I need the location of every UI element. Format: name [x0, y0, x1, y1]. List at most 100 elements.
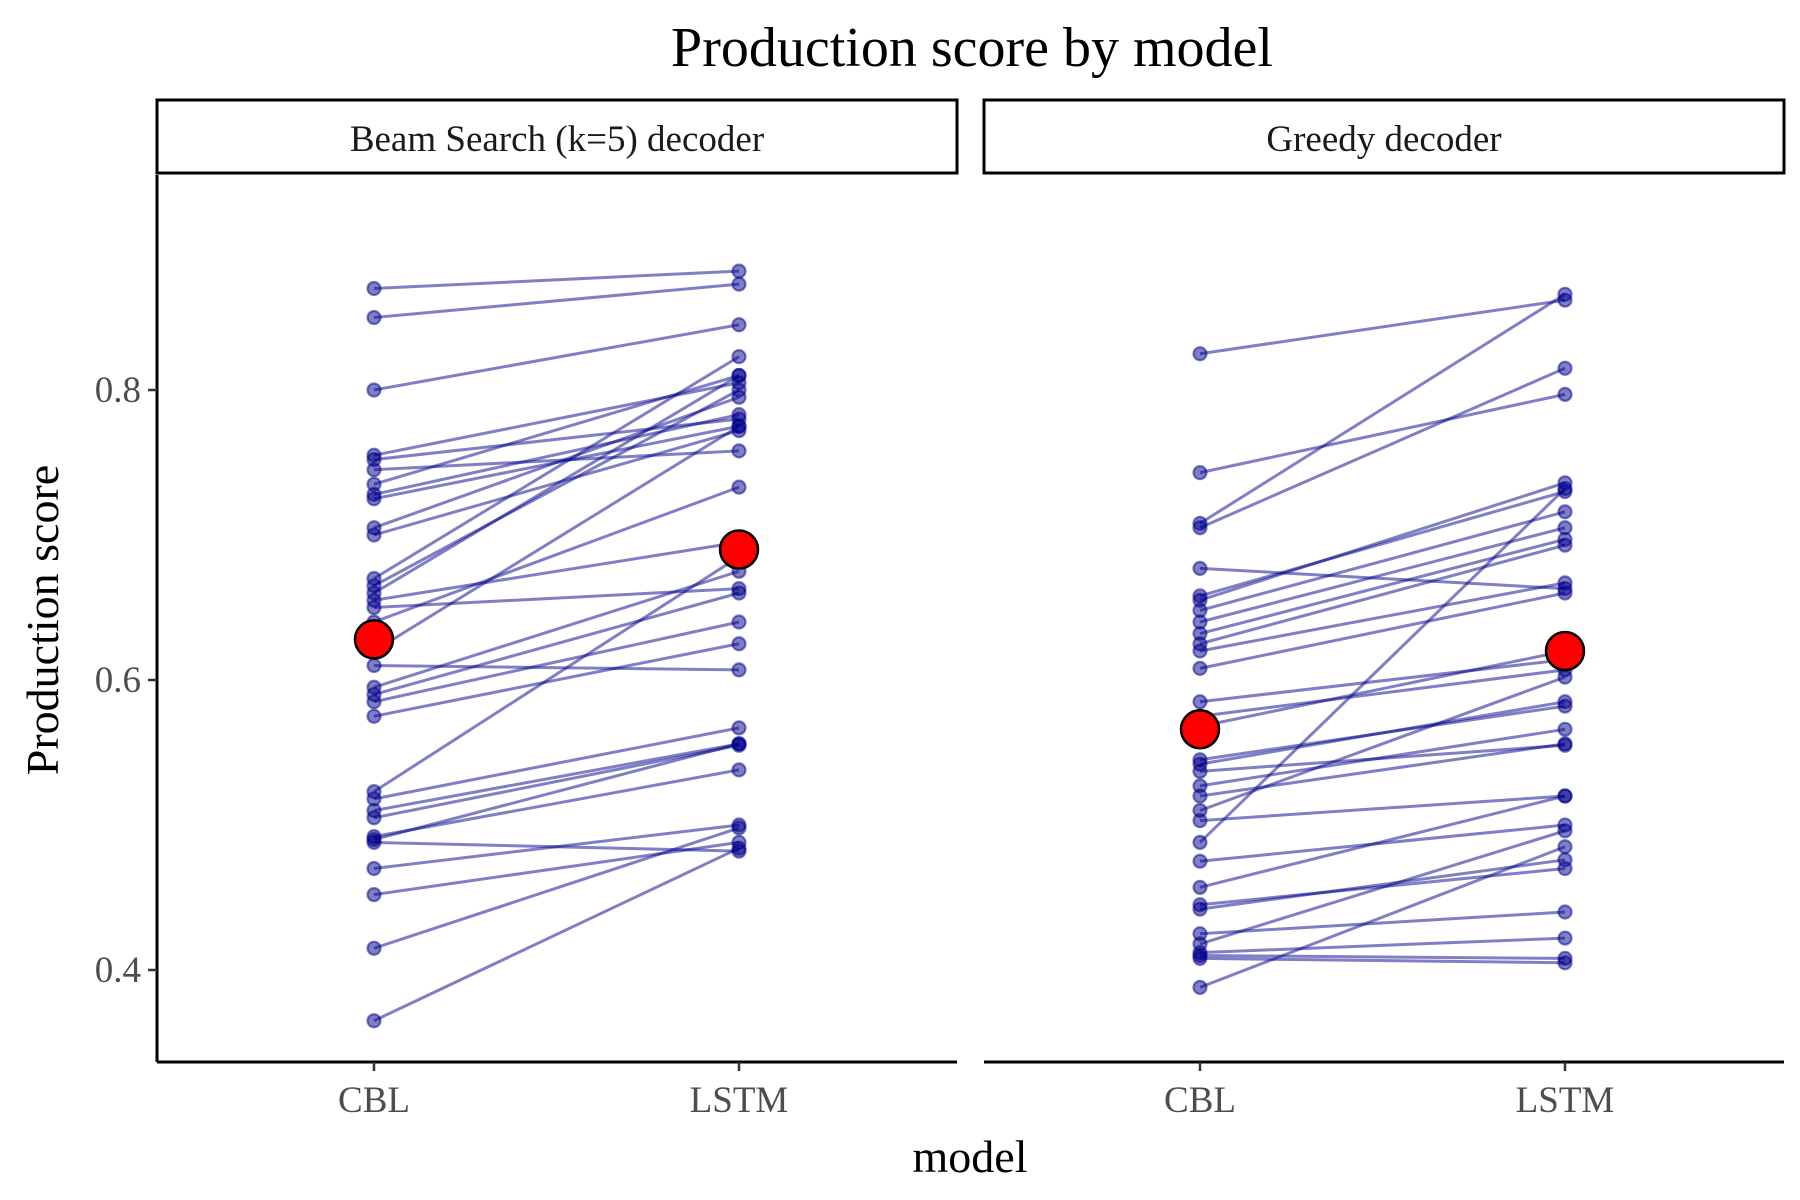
pair-line — [373, 388, 740, 588]
data-point — [366, 860, 382, 877]
facet-strip — [155, 98, 959, 175]
data-point — [366, 280, 382, 297]
data-point — [366, 834, 382, 851]
data-point — [366, 657, 382, 674]
pair-line — [1199, 293, 1566, 525]
data-point — [366, 1013, 382, 1029]
pair-line — [373, 826, 740, 950]
data-point — [731, 736, 747, 752]
pair-line — [373, 355, 740, 580]
data-point — [1192, 901, 1208, 917]
data-point — [731, 614, 747, 630]
pair-line — [1199, 366, 1566, 530]
mean-point — [1544, 630, 1586, 672]
data-point — [1192, 763, 1208, 779]
pair-line — [373, 620, 740, 704]
mean-point — [718, 529, 760, 570]
pair-line — [373, 413, 740, 496]
y-tick-label: 0.4 — [95, 950, 141, 991]
pair-line — [373, 591, 740, 696]
data-point — [731, 479, 747, 495]
facet-strip-label: Greedy decoder — [1266, 119, 1501, 160]
data-point — [1557, 852, 1573, 868]
data-point — [366, 382, 382, 398]
pair-line — [373, 742, 740, 841]
pair-line — [373, 282, 740, 319]
data-point — [1557, 481, 1573, 497]
data-point — [1557, 386, 1573, 402]
pair-line — [1199, 668, 1566, 718]
data-point — [366, 940, 382, 956]
data-point — [1192, 979, 1208, 996]
facet-panel: Beam Search (k=5) decoder 0.4 0.6 0.8 CBL LST… — [95, 98, 959, 1121]
pair-line — [1199, 566, 1566, 591]
data-point — [366, 694, 382, 710]
facet-strip — [982, 98, 1786, 175]
data-point — [731, 840, 747, 856]
data-point — [1192, 950, 1208, 967]
data-point — [366, 810, 382, 826]
pair-line — [1199, 675, 1566, 812]
pair-line — [373, 323, 740, 392]
pair-line — [373, 555, 740, 793]
x-tick-label: CBL — [1164, 1080, 1236, 1121]
data-point — [1557, 360, 1573, 376]
data-point — [366, 462, 382, 478]
pair-line — [1199, 537, 1566, 636]
pair-line — [1199, 954, 1566, 960]
data-point — [731, 443, 747, 459]
data-point — [1557, 694, 1573, 710]
data-point — [1557, 930, 1573, 946]
y-tick-label: 0.6 — [95, 660, 141, 701]
data-point — [1557, 537, 1573, 553]
pair-line — [1199, 794, 1566, 823]
pair-line — [1199, 910, 1566, 936]
pair-line — [1199, 543, 1566, 646]
facet-panels: Beam Search (k=5) decoder 0.4 0.6 0.8 CBL LST… — [95, 98, 1786, 1121]
pair-line — [1199, 700, 1566, 766]
data-point — [366, 708, 382, 724]
data-point — [731, 367, 747, 384]
facet-panel: Greedy decoder CBL LSTM — [982, 98, 1786, 1121]
pair-line — [373, 417, 740, 462]
data-point — [731, 317, 747, 333]
data-point — [1557, 504, 1573, 520]
data-point — [731, 418, 747, 434]
pair-line — [373, 395, 740, 530]
pair-line — [373, 485, 740, 624]
data-point — [1192, 560, 1208, 576]
pair-line — [1199, 829, 1566, 946]
pair-line — [1199, 481, 1566, 602]
data-point — [1557, 286, 1573, 302]
pair-line — [1199, 858, 1566, 911]
pair-line — [373, 540, 740, 602]
data-point — [1192, 879, 1208, 895]
pair-line — [373, 269, 740, 290]
pair-line — [373, 743, 740, 820]
data-point — [731, 820, 747, 836]
pair-line — [1199, 392, 1566, 475]
data-point — [731, 382, 747, 398]
data-point — [731, 349, 747, 365]
pair-line — [373, 823, 740, 870]
mean-point — [353, 619, 395, 660]
data-point — [1557, 585, 1573, 601]
mean-point — [1179, 709, 1221, 750]
pair-line — [1199, 490, 1566, 598]
data-point — [1557, 736, 1573, 752]
data-point — [1192, 853, 1208, 869]
data-point — [731, 263, 747, 279]
data-point — [1192, 694, 1208, 710]
pair-line — [1199, 298, 1566, 356]
pair-line — [1199, 845, 1566, 989]
pair-line — [373, 768, 740, 839]
data-point — [366, 309, 382, 326]
pair-line — [1199, 956, 1566, 965]
pair-line — [1199, 658, 1566, 704]
pair-line — [373, 374, 740, 595]
pair-line — [1199, 794, 1566, 889]
data-point — [366, 599, 382, 616]
chart-title: Production score by model — [671, 17, 1273, 79]
pair-line — [1199, 581, 1566, 653]
